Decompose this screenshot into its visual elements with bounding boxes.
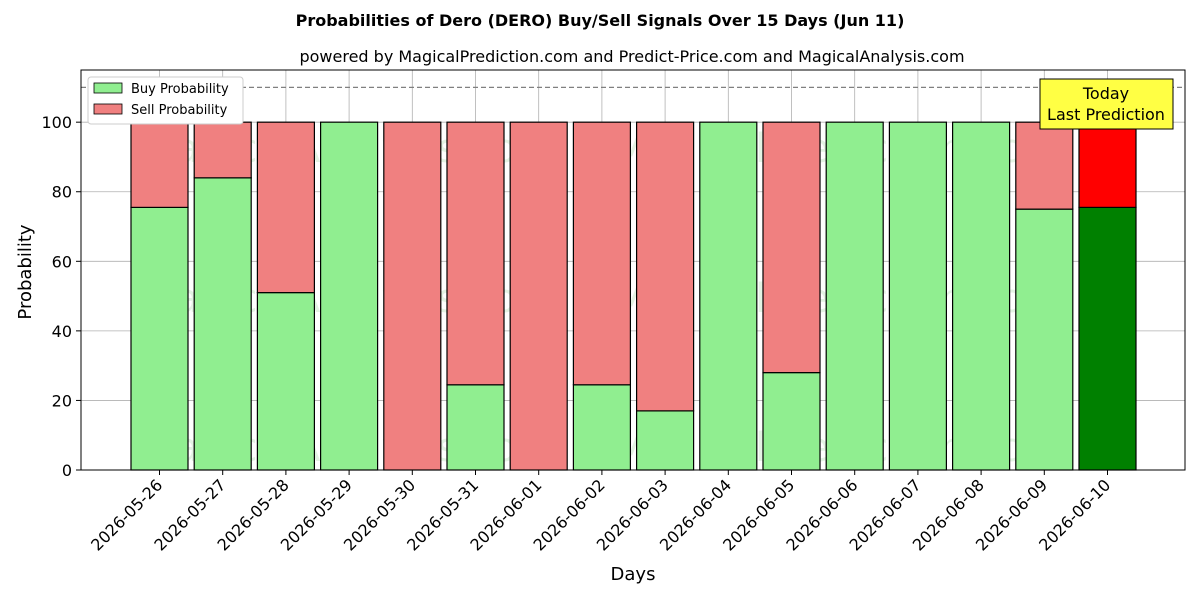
bar-buy: [320, 121, 379, 471]
bar-sell: [1078, 121, 1137, 208]
bar-buy: [256, 292, 315, 471]
legend-label-sell: Sell Probability: [131, 103, 228, 118]
y-axis-label: Probability: [15, 224, 36, 319]
plot-frame: [80, 69, 1186, 471]
bar-sell: [193, 121, 252, 179]
today-annotation-line-1: Today: [1082, 84, 1129, 103]
bar-buy: [130, 206, 189, 471]
y-tick-label: 80: [52, 183, 72, 202]
bar-buy: [762, 372, 821, 471]
y-axis-ticks: 0 20 40 60 80 100: [41, 113, 81, 480]
chart-subtitle: powered by MagicalPrediction.com and Pre…: [299, 47, 964, 66]
bar-sell: [130, 121, 189, 208]
bar-sell: [509, 121, 568, 471]
chart-title: Probabilities of Dero (DERO) Buy/Sell Si…: [296, 11, 905, 30]
bar-buy: [888, 121, 948, 471]
bars: [130, 121, 1137, 471]
legend: Buy Probability Sell Probability: [87, 76, 244, 125]
today-annotation-line-2: Last Prediction: [1047, 105, 1165, 124]
bar-sell: [256, 121, 315, 294]
bar-buy: [699, 121, 758, 471]
bar-buy: [951, 121, 1011, 471]
bar-buy: [825, 121, 884, 471]
bar-buy: [635, 410, 695, 471]
today-annotation-box: [1039, 78, 1174, 130]
y-tick-label: 40: [52, 322, 72, 341]
bar-buy: [1015, 208, 1074, 471]
today-annotation: Today Last Prediction: [1039, 78, 1174, 130]
y-tick-label: 0: [62, 461, 72, 480]
y-tick-label: 60: [52, 252, 72, 271]
y-tick-label: 20: [52, 391, 72, 410]
bar-buy: [572, 384, 632, 471]
bar-sell: [572, 121, 632, 386]
bar-sell: [635, 121, 695, 412]
bar-buy: [1078, 206, 1137, 471]
bar-sell: [383, 121, 442, 471]
legend-box: [87, 76, 244, 125]
legend-swatch-sell: [93, 103, 123, 115]
bar-buy: [446, 384, 505, 471]
bar-sell: [446, 121, 505, 386]
y-tick-label: 100: [41, 113, 72, 132]
bar-sell: [762, 121, 821, 374]
bar-buy: [193, 177, 252, 471]
x-axis-ticks: 2026-05-262026-05-272026-05-282026-05-29…: [87, 470, 1114, 555]
legend-swatch-buy: [93, 82, 123, 94]
x-axis-label: Days: [611, 564, 656, 585]
bar-sell: [1015, 121, 1074, 210]
legend-label-buy: Buy Probability: [131, 82, 229, 97]
